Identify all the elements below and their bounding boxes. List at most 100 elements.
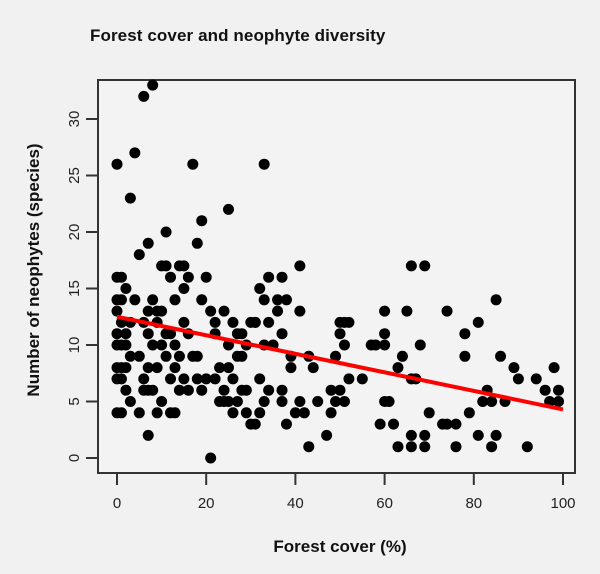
data-point — [120, 328, 132, 340]
y-tick-label: 20 — [66, 224, 83, 241]
data-point — [472, 316, 484, 328]
data-point — [272, 305, 284, 317]
data-point — [223, 203, 234, 215]
data-point — [272, 294, 284, 306]
data-point — [289, 407, 301, 419]
data-point — [258, 294, 270, 306]
data-point — [374, 418, 386, 430]
x-axis: 0 20 40 60 80 100 — [113, 474, 576, 512]
data-point — [338, 339, 350, 351]
y-tick-label: 25 — [66, 167, 83, 184]
chart-title: Forest cover and neophyte diversity — [90, 26, 386, 45]
data-point — [160, 226, 172, 238]
x-tick-label: 40 — [287, 495, 304, 512]
data-point — [486, 396, 498, 407]
data-point — [548, 362, 560, 374]
data-point — [236, 350, 248, 362]
data-point — [156, 305, 168, 317]
data-point — [401, 305, 413, 317]
data-point — [218, 305, 230, 317]
data-point — [396, 350, 408, 362]
data-points — [111, 79, 565, 464]
data-point — [334, 384, 346, 396]
data-point — [379, 339, 391, 351]
data-point — [142, 362, 154, 374]
data-point — [120, 384, 132, 396]
x-tick-label: 80 — [465, 495, 482, 512]
data-point — [187, 158, 199, 170]
data-point — [356, 373, 368, 385]
data-point — [120, 339, 132, 351]
data-point — [414, 339, 426, 351]
data-point — [276, 271, 288, 283]
data-point — [249, 316, 261, 328]
data-point — [156, 396, 168, 407]
data-point — [280, 294, 292, 306]
trend-line — [116, 314, 564, 412]
data-point — [553, 384, 565, 396]
data-point — [129, 147, 141, 159]
data-point — [205, 452, 217, 464]
data-point — [227, 316, 239, 328]
data-point — [227, 373, 239, 385]
data-point — [165, 271, 177, 283]
data-point — [249, 418, 261, 430]
data-point — [133, 407, 145, 419]
data-point — [450, 441, 462, 453]
data-point — [223, 362, 234, 374]
data-point — [276, 328, 288, 340]
data-point — [209, 373, 221, 385]
data-point — [258, 396, 270, 407]
data-point — [338, 396, 350, 407]
data-point — [263, 316, 275, 328]
data-point — [254, 373, 266, 385]
data-point — [173, 350, 185, 362]
data-point — [196, 294, 208, 306]
data-point — [325, 384, 337, 396]
data-point — [263, 271, 275, 283]
data-point — [490, 294, 502, 306]
data-point — [147, 294, 159, 306]
data-point — [276, 384, 288, 396]
plot-frame — [97, 79, 576, 474]
data-point — [334, 328, 346, 340]
data-point — [495, 350, 507, 362]
data-point — [111, 339, 123, 351]
data-point — [321, 429, 333, 441]
data-point — [459, 350, 471, 362]
data-point — [423, 407, 435, 419]
data-point — [191, 373, 203, 385]
data-point — [477, 396, 489, 407]
data-point — [392, 362, 404, 374]
data-point — [254, 283, 266, 294]
data-point — [441, 418, 453, 430]
data-point — [133, 249, 145, 261]
data-point — [307, 362, 319, 374]
data-point — [169, 339, 181, 351]
data-point — [539, 384, 551, 396]
data-point — [124, 350, 136, 362]
data-point — [553, 396, 565, 407]
data-point — [294, 305, 306, 317]
data-point — [196, 215, 208, 227]
data-point — [178, 283, 190, 294]
data-point — [303, 441, 315, 453]
data-point — [419, 441, 431, 453]
data-point — [227, 407, 239, 419]
y-tick-label: 15 — [66, 280, 83, 297]
data-point — [285, 362, 297, 374]
data-point — [450, 418, 462, 430]
data-point — [200, 373, 212, 385]
data-point — [160, 350, 172, 362]
data-point — [151, 362, 163, 374]
data-point — [138, 373, 150, 385]
data-point — [151, 407, 163, 419]
data-point — [124, 192, 136, 204]
data-point — [490, 429, 502, 441]
data-point — [405, 429, 417, 441]
y-tick-label: 0 — [66, 454, 83, 462]
x-tick-label: 20 — [198, 495, 215, 512]
data-point — [165, 407, 177, 419]
data-point — [147, 79, 159, 91]
data-point — [236, 328, 248, 340]
